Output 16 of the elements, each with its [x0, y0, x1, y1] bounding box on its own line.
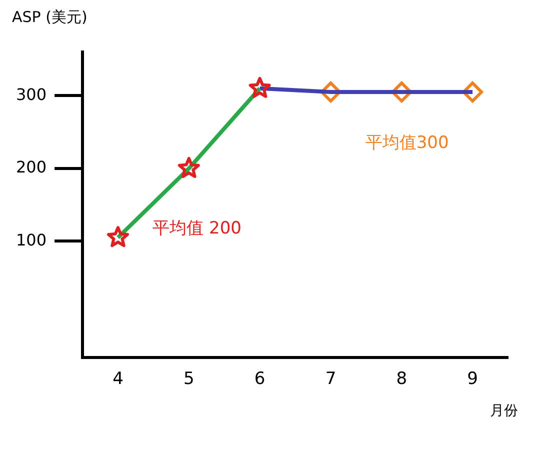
point: [178, 156, 200, 178]
y-tick-label: 100: [16, 230, 47, 250]
annotation: 平均值 200: [152, 218, 242, 239]
point: [248, 76, 271, 98]
y-axis-title: ASP (美元): [11, 8, 88, 28]
x-tick-label: 8: [396, 369, 408, 390]
y-tick-label: 200: [16, 158, 47, 177]
x-tick-label: 7: [325, 369, 336, 390]
x-tick-label: 6: [254, 369, 266, 390]
x-axis-title: 月份: [489, 402, 519, 420]
point: [106, 226, 130, 248]
x-tick-label: 9: [467, 369, 478, 390]
y-tick-label: 300: [16, 84, 47, 104]
x-tick-label: 4: [112, 369, 124, 390]
x-tick-label: 5: [183, 369, 194, 390]
annotation: 平均值300: [365, 133, 449, 154]
